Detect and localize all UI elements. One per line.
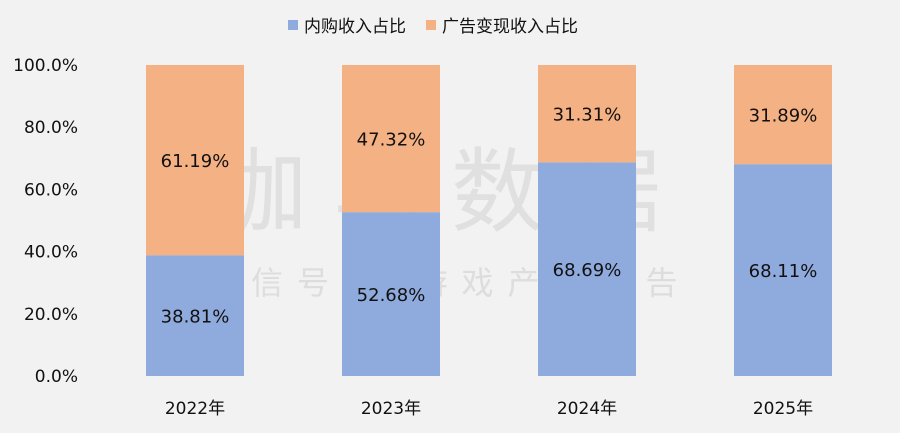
legend: 内购收入占比 广告变现收入占比 xyxy=(288,12,598,37)
bar-segment-in-app xyxy=(734,164,832,376)
x-tick-label: 2025年 xyxy=(753,399,813,419)
bar-segment-in-app xyxy=(146,255,244,376)
legend-label-ads: 广告变现收入占比 xyxy=(442,17,578,37)
x-tick-label: 2022年 xyxy=(165,399,225,419)
data-label: 31.89% xyxy=(749,106,818,127)
legend-swatch-in-app xyxy=(288,19,298,30)
y-tick-label: 40.0% xyxy=(24,243,78,263)
bar-segment-in-app xyxy=(538,162,636,376)
y-tick-label: 100.0% xyxy=(13,56,78,76)
y-tick-label: 60.0% xyxy=(24,180,78,200)
data-label: 31.31% xyxy=(553,105,622,126)
legend-item-in-app: 内购收入占比 xyxy=(288,12,406,37)
bar-segment-in-app xyxy=(342,212,440,376)
x-tick-label: 2024年 xyxy=(557,399,617,419)
bar-segment-ads xyxy=(146,65,244,256)
bar-segment-ads xyxy=(342,65,440,213)
data-label: 52.68% xyxy=(357,285,426,306)
bar-segment-ads xyxy=(538,65,636,163)
y-tick-label: 80.0% xyxy=(24,118,78,138)
x-tick-label: 2023年 xyxy=(361,399,421,419)
legend-item-ads: 广告变现收入占比 xyxy=(426,12,578,37)
data-label: 68.69% xyxy=(553,260,622,281)
data-label: 61.19% xyxy=(161,151,230,172)
y-tick-label: 0.0% xyxy=(35,367,78,387)
y-tick-label: 20.0% xyxy=(24,305,78,325)
bar-segment-ads xyxy=(734,65,832,165)
data-label: 68.11% xyxy=(749,261,818,282)
legend-swatch-ads xyxy=(426,19,436,30)
data-label: 38.81% xyxy=(161,307,230,328)
legend-label-in-app: 内购收入占比 xyxy=(304,17,406,37)
data-label: 47.32% xyxy=(357,130,426,151)
